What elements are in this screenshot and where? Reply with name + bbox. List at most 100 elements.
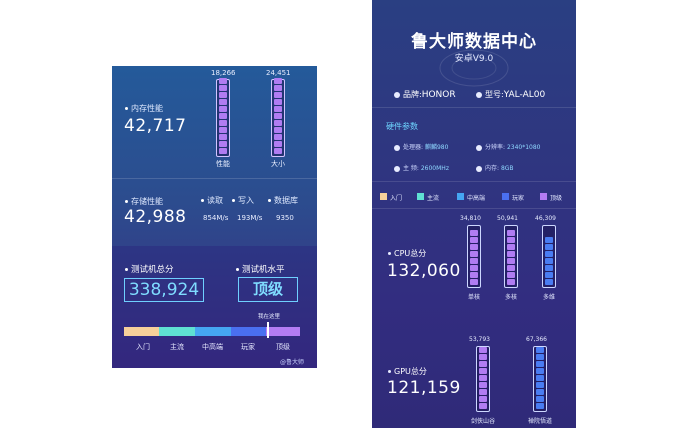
bar-segment [219, 120, 227, 126]
cpu-bar-value: 34,810 [460, 215, 481, 222]
level-value: 顶级 [238, 277, 298, 302]
model-info: 型号:YAL-AL00 [476, 89, 545, 100]
bar-segment [219, 148, 227, 154]
memory-score: 42,717 [124, 116, 187, 136]
bar-segment [274, 113, 282, 119]
memory-size-value: 24,451 [266, 69, 291, 77]
app-title: 鲁大师数据中心 [411, 32, 537, 52]
bar-segment [507, 258, 515, 264]
memory-label: 内存性能 [125, 103, 163, 114]
cpu-score-bar [504, 225, 518, 288]
bar-segment [274, 141, 282, 147]
bar-segment [536, 368, 544, 374]
bar-segment [470, 244, 478, 250]
storage-read-value: 854M/s [203, 214, 229, 222]
legend-swatch [380, 193, 387, 200]
bar-segment [470, 258, 478, 264]
bar-segment [219, 113, 227, 119]
bar-segment [274, 78, 282, 84]
bar-segment [470, 237, 478, 243]
memory-perf-bar [216, 78, 230, 157]
sparkle-decoration [439, 49, 509, 87]
bar-segment [507, 244, 515, 250]
bar-segment [545, 272, 553, 278]
bar-segment [274, 148, 282, 154]
bar-segment [536, 382, 544, 388]
cpu-bar-value: 46,309 [535, 215, 556, 222]
memory-size-bar [271, 78, 285, 157]
legend-swatch [540, 193, 547, 200]
legend-label: 入门 [390, 195, 403, 202]
bar-segment [274, 106, 282, 112]
right-data-center: 鲁大师数据中心 安卓V9.0 品牌:HONOR 型号:YAL-AL00 硬件参数… [372, 0, 576, 428]
bar-segment [479, 375, 487, 381]
bar-segment [507, 272, 515, 278]
divider [112, 178, 317, 179]
bar-segment [536, 375, 544, 381]
storage-db-label: 数据库 [268, 195, 298, 206]
position-marker [267, 322, 269, 338]
storage-score: 42,988 [124, 207, 187, 227]
memory-size-label: 大小 [271, 160, 285, 168]
bar-segment [507, 237, 515, 243]
bar-segment [470, 230, 478, 236]
bar-segment [536, 354, 544, 360]
gpu-bar-label: 禅院悟道 [528, 418, 553, 425]
bar-segment [219, 92, 227, 98]
bar-segment [507, 265, 515, 271]
legend-label: 顶级 [550, 195, 563, 202]
cpu-bar-label: 单核 [468, 294, 481, 301]
bar-segment [479, 354, 487, 360]
divider [372, 107, 576, 108]
gpu-score-bar [533, 346, 547, 412]
legend-label: 玩家 [512, 195, 525, 202]
bar-segment [274, 120, 282, 126]
total-section [112, 246, 317, 368]
bar-segment [545, 244, 553, 250]
cpu-label: CPU总分 [388, 248, 426, 259]
legend-swatch [417, 193, 424, 200]
cpu-score: 132,060 [387, 261, 461, 281]
tier-label: 玩家 [241, 343, 255, 351]
tier-bar-3 [231, 327, 266, 336]
bar-segment [507, 251, 515, 257]
legend-label: 中高端 [467, 195, 486, 202]
bar-segment [219, 99, 227, 105]
bar-segment [545, 265, 553, 271]
bar-segment [219, 127, 227, 133]
tier-label: 主流 [170, 343, 184, 351]
bar-segment [470, 279, 478, 285]
tier-bar-2 [195, 327, 231, 336]
left-score-card: 内存性能 42,717 18,266 性能 24,451 大小 存储性能 42,… [112, 66, 317, 368]
tier-label: 入门 [136, 343, 150, 351]
bar-segment [479, 396, 487, 402]
memory-perf-value: 18,266 [211, 69, 236, 77]
bar-segment [479, 368, 487, 374]
cpu-bar-label: 多核 [505, 294, 518, 301]
bar-segment [470, 265, 478, 271]
legend-swatch [457, 193, 464, 200]
storage-label: 存储性能 [125, 196, 163, 207]
gpu-bar-value: 67,366 [526, 336, 547, 343]
gpu-score-bar [476, 346, 490, 412]
legend-swatch [502, 193, 509, 200]
bar-segment [536, 389, 544, 395]
tag-icon [394, 91, 400, 98]
total-score: 338,924 [124, 278, 204, 302]
bar-segment [507, 230, 515, 236]
storage-read-label: 读取 [201, 195, 223, 206]
bar-segment [219, 78, 227, 84]
bar-segment [507, 279, 515, 285]
tier-bar-0 [124, 327, 159, 336]
brand-info: 品牌:HONOR [394, 89, 456, 100]
total-label: 测试机总分 [125, 263, 174, 275]
gpu-bar-value: 53,793 [469, 336, 490, 343]
chip-icon [394, 144, 400, 151]
bar-segment [274, 134, 282, 140]
hardware-section-title: 硬件参数 [386, 122, 418, 131]
bar-segment [219, 141, 227, 147]
storage-write-value: 193M/s [237, 214, 263, 222]
spec-frequency: 主 频: 2600MHz [394, 163, 449, 172]
storage-db-value: 9350 [276, 214, 294, 222]
tier-bar-1 [159, 327, 195, 336]
